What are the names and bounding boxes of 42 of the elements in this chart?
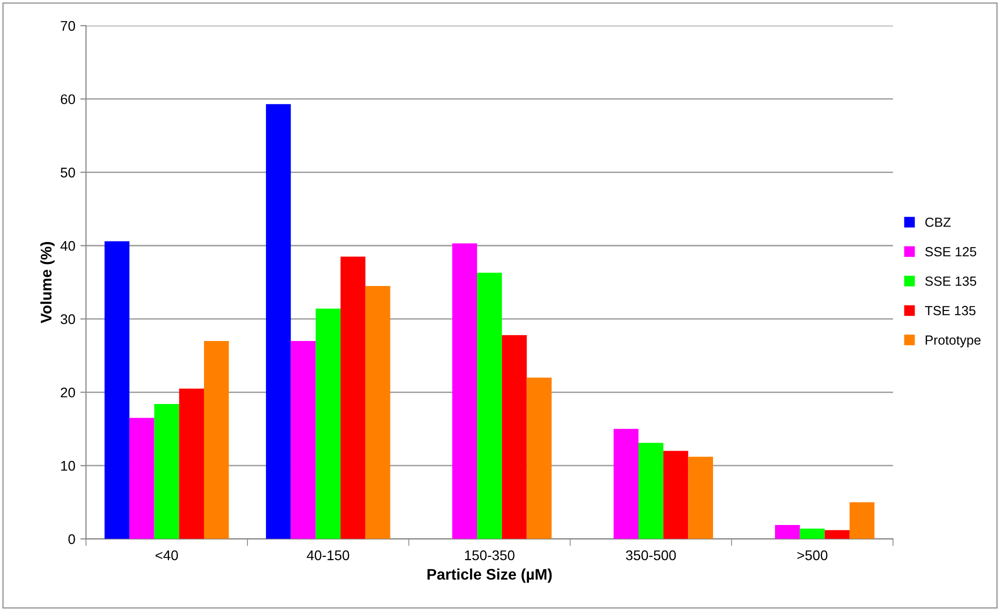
bar [614, 428, 638, 539]
bar [129, 418, 154, 539]
y-axis-title: Volume (%) [40, 242, 55, 324]
y-tick-label: 30 [60, 314, 76, 324]
legend-label: CBZ [925, 218, 951, 227]
y-tick-label: 50 [60, 168, 76, 178]
y-tick-label: 20 [60, 388, 76, 398]
x-tick-label: 350-500 [626, 550, 676, 560]
bar [290, 340, 316, 539]
legend-label: Prototype [926, 336, 981, 348]
bar [477, 272, 502, 539]
bar [638, 442, 664, 539]
bar [850, 502, 874, 539]
x-tick-label: 40-150 [306, 550, 350, 560]
bar [452, 243, 478, 539]
y-tick-label: 40 [60, 240, 76, 251]
x-tick-label: 150-350 [465, 550, 514, 560]
bar [316, 308, 341, 539]
y-tick-label: 70 [60, 20, 76, 31]
bar [179, 388, 204, 539]
bar [340, 256, 366, 539]
y-tick-label: 0 [68, 534, 76, 544]
x-axis-title: Particle Size (µM) [428, 568, 552, 583]
bar [204, 340, 229, 539]
bar [502, 335, 527, 539]
bar [154, 404, 180, 539]
x-tick-label: >500 [797, 550, 828, 560]
bar [266, 104, 291, 539]
bar [688, 456, 714, 539]
bar [824, 530, 850, 539]
bar [800, 528, 825, 539]
bar [526, 378, 552, 539]
bar [365, 286, 390, 539]
legend-label: SSE 135 [925, 276, 976, 286]
bar [663, 450, 688, 539]
legend-label: SSE 125 [925, 247, 976, 256]
x-tick-label: <40 [156, 550, 178, 560]
legend-label: TSE 135 [924, 306, 976, 316]
bar [104, 241, 130, 539]
bar [775, 524, 800, 539]
y-tick-label: 60 [60, 94, 76, 104]
y-tick-label: 10 [61, 460, 76, 471]
